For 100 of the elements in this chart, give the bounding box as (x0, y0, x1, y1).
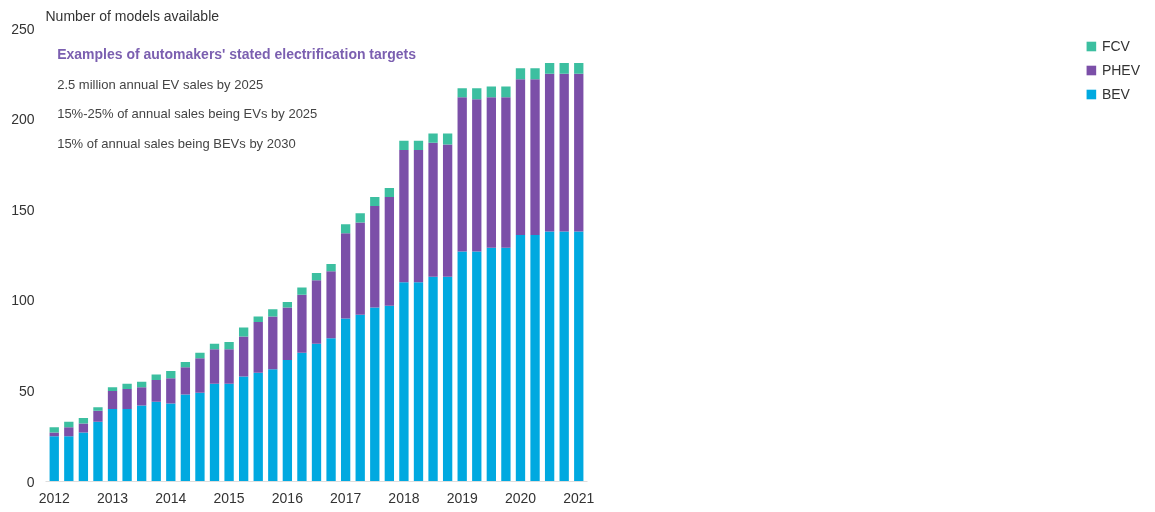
bar (457, 251, 467, 482)
bar (78, 432, 89, 482)
y-tick-label: 150 (11, 201, 35, 218)
x-tick-label: 2015 (213, 489, 245, 506)
bar (501, 247, 511, 482)
bar (282, 302, 293, 308)
bar (151, 380, 161, 402)
bar (122, 389, 132, 410)
bar (370, 197, 380, 207)
bar (515, 79, 526, 236)
y-tick-label: 100 (11, 292, 35, 309)
bar (297, 294, 307, 353)
annotation: 15%-25% of annual sales being EVs by 2025 (57, 106, 318, 122)
bar (78, 418, 89, 424)
bar (137, 387, 147, 406)
bar (209, 349, 220, 384)
bar (457, 97, 467, 252)
annotation: Examples of automakers' stated electrification targets (57, 46, 417, 63)
bar (195, 358, 205, 393)
bar (501, 97, 511, 248)
bar (238, 327, 249, 337)
y-tick-label: 0 (26, 473, 35, 490)
bar (501, 86, 511, 98)
bar (370, 307, 380, 482)
bar (428, 133, 438, 143)
bar (297, 352, 307, 482)
bar (180, 367, 191, 395)
bar (166, 370, 176, 379)
bar (384, 197, 395, 306)
bar (64, 427, 74, 437)
bar (428, 276, 438, 482)
bar (107, 387, 118, 391)
bar (340, 224, 351, 234)
bar (282, 307, 293, 361)
bar (399, 149, 409, 283)
x-tick-label: 2021 (563, 489, 595, 506)
bar (486, 97, 496, 248)
bar (559, 62, 569, 74)
bar (224, 383, 234, 482)
y-tick-label: 200 (11, 111, 35, 128)
bar (559, 73, 569, 232)
bar (180, 394, 191, 482)
y-tick-label: 50 (18, 382, 35, 399)
bar (137, 405, 147, 482)
bar (574, 62, 584, 74)
bar (340, 318, 351, 482)
y-axis-title: Number of models available (45, 7, 220, 24)
bar (544, 73, 555, 232)
bar (457, 88, 467, 98)
bar (311, 343, 322, 482)
bar (122, 409, 132, 482)
bar (107, 390, 118, 410)
legend-label: FCV (1101, 38, 1130, 54)
bar (78, 423, 89, 433)
bar (326, 264, 336, 272)
bar (268, 369, 278, 482)
legend-label: BEV (1101, 86, 1130, 102)
bar (544, 62, 555, 74)
bar (311, 280, 322, 344)
bar (166, 378, 176, 404)
bar (253, 372, 263, 482)
bar (253, 322, 263, 373)
bar (486, 86, 496, 98)
legend-label: PHEV (1101, 62, 1140, 78)
x-tick-label: 2012 (38, 489, 71, 506)
bar (195, 352, 205, 359)
bar (384, 187, 395, 198)
bar (486, 247, 496, 482)
bar (93, 421, 103, 482)
x-tick-label: 2018 (388, 489, 420, 506)
bar (151, 401, 161, 482)
bar (49, 427, 59, 433)
bar (472, 251, 482, 482)
annotation: 15% of annual sales being BEVs by 2030 (57, 135, 296, 151)
bar (399, 282, 409, 482)
bar (442, 144, 453, 277)
bar (428, 142, 438, 277)
bar (442, 276, 453, 482)
x-tick-label: 2017 (330, 489, 362, 506)
annotation: 2.5 million annual EV sales by 2025 (57, 76, 264, 92)
bar (224, 341, 234, 350)
bar (107, 409, 118, 482)
bar (472, 99, 482, 252)
bar (93, 410, 103, 422)
bar (64, 436, 74, 482)
x-tick-label: 2014 (155, 489, 187, 506)
bar (530, 235, 540, 482)
bar (282, 360, 293, 482)
bar (574, 231, 584, 482)
bar (355, 222, 365, 315)
bar (399, 140, 409, 150)
bar (195, 392, 205, 482)
bar (355, 213, 365, 223)
bar (370, 206, 380, 308)
bar (530, 68, 540, 80)
bar (574, 73, 584, 232)
bar (268, 309, 278, 317)
bar (515, 68, 526, 80)
bar (515, 235, 526, 482)
bar (209, 383, 220, 482)
